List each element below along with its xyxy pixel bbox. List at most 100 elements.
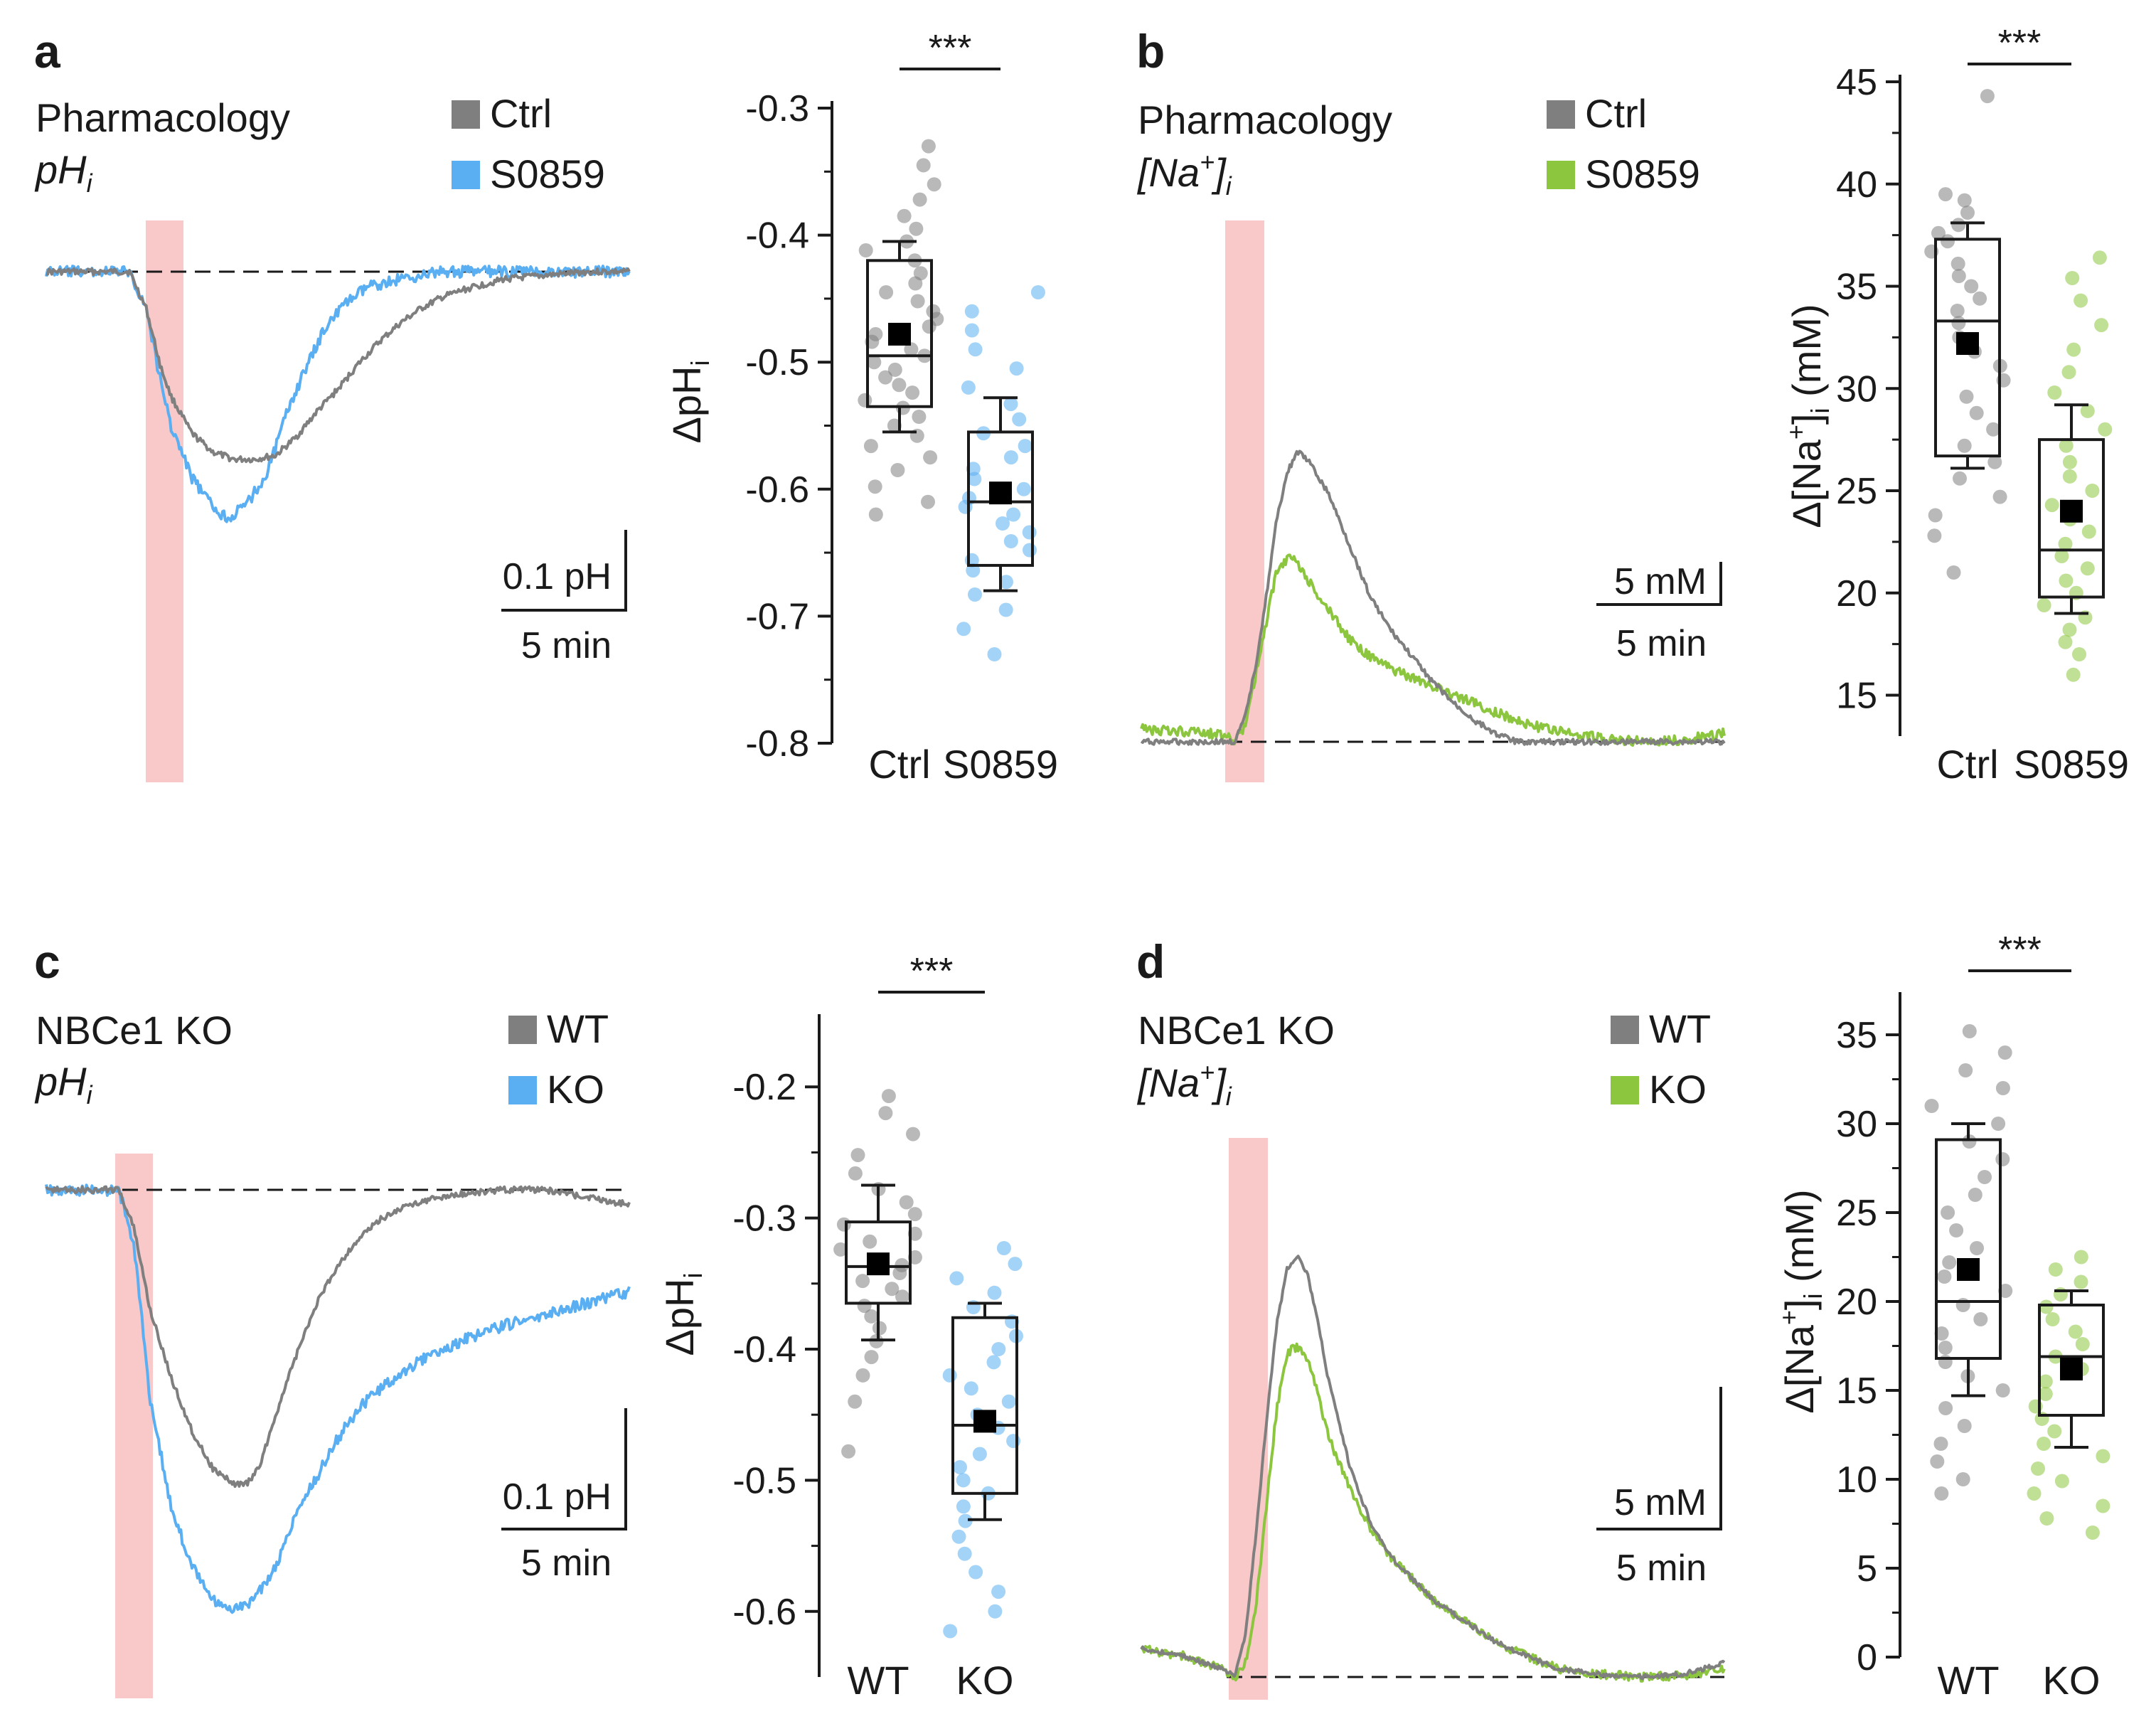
- data-point-a-ctrl: [908, 276, 923, 291]
- data-point-d-wt: [1938, 1341, 1953, 1355]
- data-point-b-s0859: [2085, 484, 2100, 498]
- data-point-b-ctrl: [1964, 279, 1979, 294]
- data-point-a-ctrl: [927, 177, 941, 192]
- data-point-a-ctrl: [858, 243, 873, 257]
- data-point-c-ko: [949, 1271, 964, 1286]
- data-point-d-ko: [2037, 1437, 2051, 1451]
- y-tick-label-d: 35: [1836, 1015, 1877, 1056]
- stimulus-shading-a: [146, 220, 183, 782]
- data-point-c-ko: [942, 1368, 957, 1383]
- significance-label-d: ***: [1998, 930, 2042, 971]
- data-point-c-wt: [850, 1148, 865, 1163]
- data-point-b-ctrl: [1969, 405, 1984, 420]
- data-point-b-ctrl: [1951, 218, 1966, 233]
- legend-label-c-wt: WT: [547, 1006, 609, 1051]
- trace-plot-a: [45, 220, 631, 782]
- data-point-b-ctrl: [1992, 489, 2007, 504]
- data-point-c-wt: [881, 1089, 896, 1104]
- data-point-b-s0859: [2098, 422, 2113, 437]
- data-point-b-ctrl: [1973, 291, 1987, 306]
- data-point-d-wt: [1973, 1312, 1988, 1326]
- data-point-a-s0859: [1003, 397, 1018, 412]
- box-d-wt: [1935, 1138, 2002, 1360]
- y-tick-label-b: 30: [1836, 368, 1877, 410]
- legend-swatch-d-ko: [1611, 1076, 1639, 1104]
- scalebar-d-lines: [1596, 1387, 1722, 1530]
- box-plot-a: -0.3 -0.4 -0.5 -0.6 -0.7 -0.8 Ctrl S0859 ***: [745, 28, 1058, 787]
- scalebar-c-vertical-label: 0.1 pH: [503, 1476, 612, 1518]
- panel-a-title: Pharmacology: [36, 95, 290, 140]
- data-point-a-s0859: [964, 304, 979, 319]
- box-d-ylabel: Δ[Na+]i (mM): [1774, 1189, 1827, 1413]
- data-point-d-ko: [2031, 1462, 2045, 1476]
- data-point-d-ko: [2039, 1511, 2054, 1526]
- data-point-a-ctrl: [910, 294, 925, 309]
- legend-label-b-s0859: S0859: [1585, 151, 1700, 196]
- significance-label-a: ***: [929, 28, 972, 69]
- data-point-d-wt: [1941, 1205, 1955, 1220]
- scalebar-b: 5 mM 5 min: [1596, 561, 1722, 664]
- data-point-a-s0859: [956, 622, 971, 637]
- y-tick-label-d: 20: [1836, 1282, 1877, 1323]
- panel-c-title: NBCe1 KO: [36, 1008, 233, 1053]
- data-point-d-ko: [2038, 1374, 2053, 1389]
- data-point-b-ctrl: [1951, 316, 1966, 331]
- data-point-b-s0859: [2062, 622, 2077, 637]
- data-point-d-wt: [1995, 1383, 2010, 1397]
- y-tick-label-c: -0.5: [732, 1460, 796, 1501]
- scalebar-a-horizontal-label: 5 min: [521, 625, 612, 666]
- data-point-a-ctrl: [921, 139, 936, 154]
- data-point-b-s0859: [2092, 250, 2107, 265]
- trace-c-wt: [45, 1185, 631, 1489]
- box-d-ko: [2038, 1304, 2105, 1417]
- data-point-a-ctrl: [878, 370, 893, 385]
- box-b-ctrl: [1934, 238, 2001, 458]
- scalebar-b-lines: [1596, 562, 1722, 606]
- panel-b: b Pharmacology [Na+]i Ctrl S0859 5 mM 5 m…: [1136, 23, 2129, 787]
- data-point-b-s0859: [2080, 561, 2095, 576]
- scalebar-a: 0.1 pH 5 min: [501, 530, 627, 666]
- y-tick-label-d: 5: [1857, 1548, 1877, 1590]
- data-point-d-wt: [1937, 1269, 1952, 1284]
- trace-d-wt: [1140, 1255, 1726, 1681]
- data-point-a-ctrl: [868, 479, 882, 494]
- data-point-d-wt: [1957, 1419, 1972, 1433]
- legend-swatch-b-s0859: [1547, 161, 1575, 189]
- scalebar-c-horizontal-label: 5 min: [521, 1543, 612, 1584]
- data-point-a-s0859: [1022, 525, 1037, 540]
- data-point-b-ctrl: [1987, 454, 2002, 469]
- significance-label-b: ***: [1998, 23, 2042, 64]
- data-point-c-wt: [906, 1127, 920, 1141]
- scalebar-b-horizontal-label: 5 min: [1616, 623, 1707, 664]
- trace-c-wt-ko: [45, 1183, 631, 1614]
- data-point-a-ctrl: [912, 410, 927, 424]
- data-point-d-wt: [1962, 1134, 1977, 1149]
- data-point-a-s0859: [968, 587, 982, 602]
- data-point-b-ctrl: [1950, 256, 1965, 271]
- y-tick-label-d: 15: [1836, 1370, 1877, 1412]
- data-point-b-ctrl: [1928, 508, 1943, 523]
- data-point-a-s0859: [1006, 507, 1021, 522]
- data-point-d-ko: [2039, 1299, 2054, 1314]
- legend-c: WT KO: [508, 1006, 609, 1112]
- data-point-b-s0859: [2062, 454, 2077, 469]
- data-point-b-ctrl: [1941, 234, 1955, 249]
- y-tick-label-c: -0.6: [732, 1592, 796, 1633]
- data-point-a-s0859: [987, 647, 1002, 661]
- box-c-ko: [951, 1316, 1018, 1495]
- data-point-c-ko: [958, 1513, 973, 1528]
- data-point-c-wt: [864, 1309, 879, 1324]
- category-label-a: S0859: [943, 742, 1058, 787]
- panel-label-c: c: [34, 935, 60, 988]
- data-point-d-wt: [1968, 1188, 1982, 1202]
- data-point-a-ctrl: [863, 439, 878, 454]
- data-point-c-ko: [964, 1381, 978, 1396]
- data-point-d-wt: [1991, 1117, 2006, 1131]
- data-point-c-wt: [899, 1195, 914, 1210]
- data-point-b-ctrl: [1951, 269, 1966, 284]
- data-point-d-ko: [2048, 1262, 2063, 1277]
- scalebar-c-lines: [501, 1408, 627, 1530]
- data-point-d-ko: [2096, 1498, 2110, 1513]
- data-point-b-s0859: [2044, 498, 2059, 513]
- box-plot-d: 0 5 10 15 20 25 30 35 WT KO ***: [1836, 930, 2110, 1703]
